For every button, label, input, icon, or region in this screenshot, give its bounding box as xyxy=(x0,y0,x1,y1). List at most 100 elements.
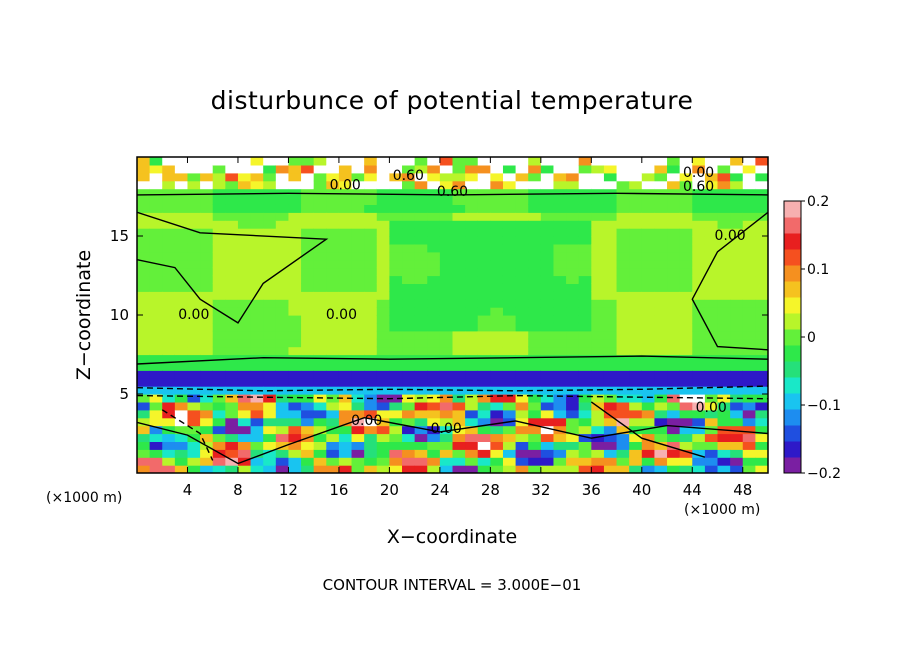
field-cell xyxy=(755,433,768,442)
field-cell xyxy=(679,236,693,245)
field-cell xyxy=(427,243,441,253)
colorbar-swatch xyxy=(784,377,801,394)
field-cell xyxy=(502,172,517,182)
field-cell xyxy=(591,307,605,316)
field-cell xyxy=(755,307,768,316)
field-cell xyxy=(616,354,630,363)
field-cell xyxy=(667,425,681,435)
field-cell xyxy=(174,220,189,229)
field-cell xyxy=(667,228,681,237)
field-cell xyxy=(528,394,542,403)
field-cell xyxy=(742,228,756,237)
field-cell xyxy=(553,188,567,198)
field-cell xyxy=(730,180,744,190)
field-cell xyxy=(137,188,151,198)
field-cell xyxy=(679,330,693,340)
field-cell xyxy=(427,338,441,348)
field-cell xyxy=(439,188,454,198)
field-cell xyxy=(313,251,327,261)
field-cell xyxy=(389,441,403,450)
field-cell xyxy=(502,236,517,245)
field-cell xyxy=(364,378,378,387)
field-cell xyxy=(730,243,744,253)
field-cell xyxy=(187,259,201,269)
field-cell xyxy=(540,299,555,308)
field-cell xyxy=(540,228,555,237)
field-cell xyxy=(515,338,529,348)
contour-line xyxy=(137,416,768,465)
field-cell xyxy=(439,315,454,324)
colorbar-tick-label: 0.2 xyxy=(807,194,829,210)
field-cell xyxy=(667,338,681,348)
field-cell xyxy=(515,322,529,332)
field-cell xyxy=(641,401,656,411)
field-cell xyxy=(717,394,731,403)
field-cell xyxy=(629,259,643,269)
field-cell xyxy=(692,157,706,166)
field-cell xyxy=(187,204,201,213)
field-cell xyxy=(629,370,643,379)
field-cell xyxy=(313,307,327,316)
field-cell xyxy=(402,346,416,356)
field-cell xyxy=(301,243,315,253)
field-cell xyxy=(490,259,504,269)
field-cell xyxy=(490,275,504,284)
field-cell xyxy=(667,330,681,340)
field-cell xyxy=(187,307,201,316)
field-cell xyxy=(629,465,643,473)
field-cell xyxy=(439,196,454,205)
field-cell xyxy=(174,394,189,403)
field-cell xyxy=(654,220,668,229)
field-cell xyxy=(301,425,315,435)
field-cell xyxy=(540,267,555,277)
field-cell xyxy=(452,465,466,473)
field-cell xyxy=(452,370,466,379)
field-cell xyxy=(288,267,302,277)
field-cell xyxy=(566,401,580,411)
field-cell xyxy=(301,409,315,419)
field-cell xyxy=(515,457,529,466)
field-cell xyxy=(717,330,731,340)
field-cell xyxy=(149,338,163,348)
field-cell xyxy=(212,354,226,363)
x-tick-label: 4 xyxy=(183,481,193,499)
field-cell xyxy=(755,299,768,308)
field-cell xyxy=(704,204,719,213)
field-cell xyxy=(641,354,656,363)
field-cell xyxy=(338,409,353,419)
field-cell xyxy=(200,291,214,300)
field-cell xyxy=(301,315,315,324)
field-cell xyxy=(137,259,151,269)
field-cell xyxy=(616,449,630,458)
field-cell xyxy=(187,243,201,253)
field-cell xyxy=(578,275,592,284)
field-cell xyxy=(742,180,756,190)
field-cell xyxy=(679,243,693,253)
field-cell xyxy=(301,441,315,450)
field-cell xyxy=(452,409,466,419)
field-cell xyxy=(742,243,756,253)
field-cell xyxy=(515,236,529,245)
field-cell xyxy=(250,291,264,300)
field-cell xyxy=(162,275,176,284)
field-cell xyxy=(288,465,302,473)
field-cell xyxy=(427,457,441,466)
field-cell xyxy=(338,283,353,292)
field-cell xyxy=(414,157,428,166)
field-cell xyxy=(704,362,719,371)
field-cell xyxy=(376,425,390,435)
field-cell xyxy=(465,378,479,387)
field-cell xyxy=(414,409,428,419)
field-cell xyxy=(730,220,744,229)
field-cell xyxy=(237,465,252,473)
field-cell xyxy=(402,386,416,395)
field-cell xyxy=(578,449,592,458)
field-cell xyxy=(591,338,605,348)
field-cell xyxy=(200,236,214,245)
field-cell xyxy=(326,346,340,356)
field-cell xyxy=(439,362,454,371)
field-cell xyxy=(667,346,681,356)
field-cell xyxy=(540,283,555,292)
field-cell xyxy=(667,204,681,213)
field-cell xyxy=(704,457,719,466)
